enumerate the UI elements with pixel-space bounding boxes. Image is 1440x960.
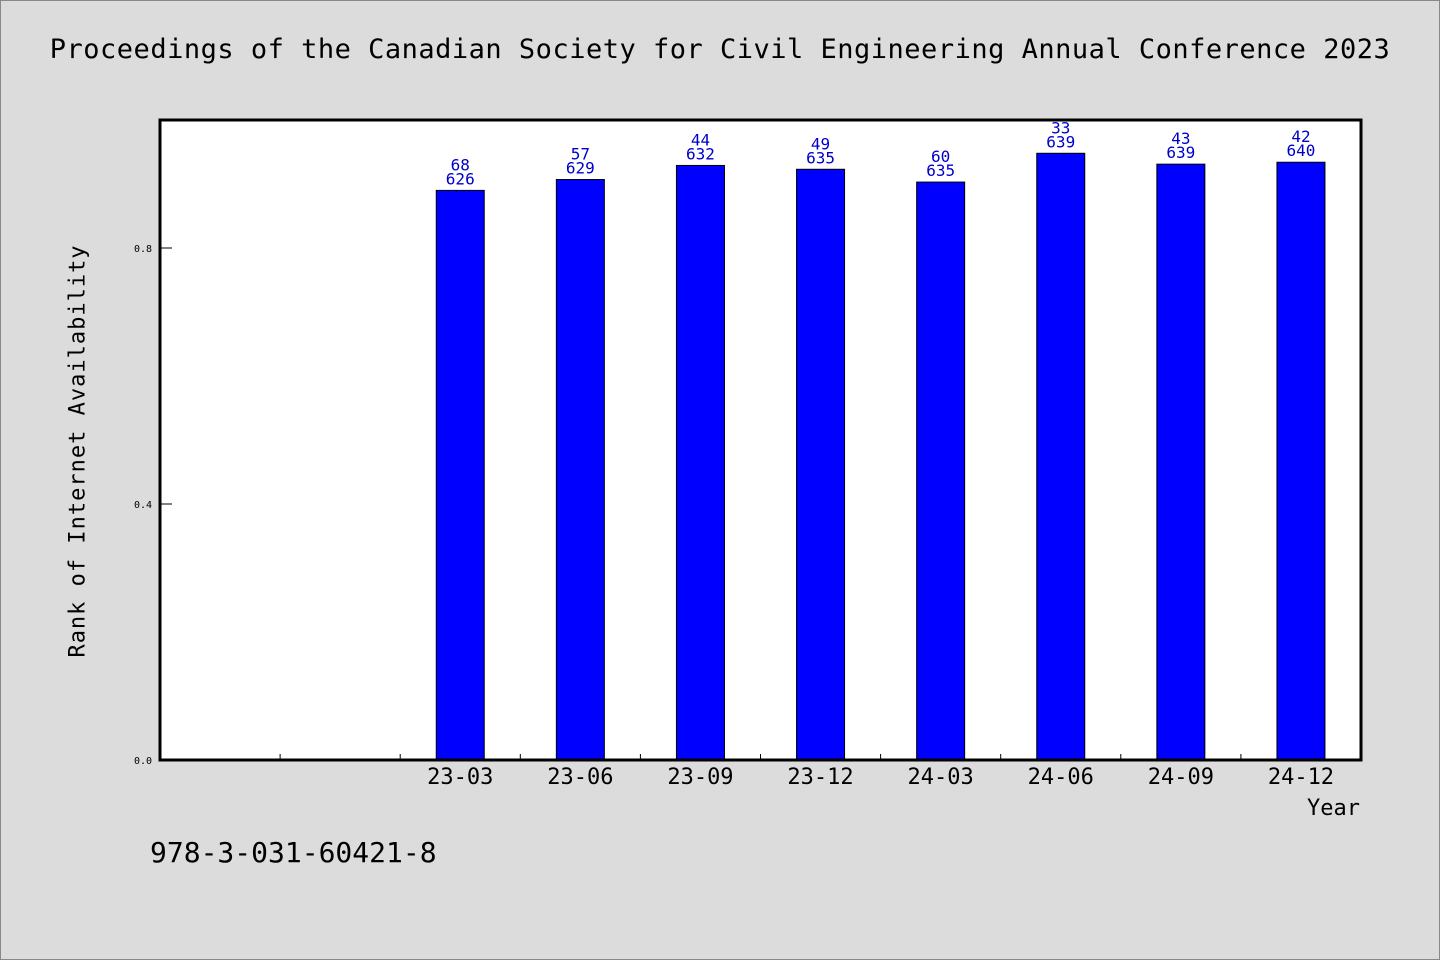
bar-label-bottom: 632 [686, 144, 715, 163]
bar-24-03 [916, 181, 966, 761]
bar-label-top: 60 [931, 147, 950, 166]
bars-group [435, 152, 1326, 761]
bar-label-bottom: 640 [1286, 141, 1315, 160]
x-tick-label: 24-12 [1268, 765, 1334, 790]
y-axis-label: Rank of Internet Availability [65, 244, 91, 658]
x-tick-label: 23-09 [667, 765, 733, 790]
x-tick-label: 23-12 [787, 765, 853, 790]
bar-label-top: 49 [811, 134, 830, 153]
bar-label-top: 68 [451, 155, 470, 174]
x-tick-label: 24-06 [1028, 765, 1094, 790]
bar-23-09 [675, 164, 725, 761]
bar-24-09 [1156, 163, 1206, 761]
bar-24-12 [1276, 161, 1326, 761]
y-tick-label: 0.0 [134, 756, 152, 767]
bar-label-bottom: 635 [926, 161, 955, 180]
x-tick-label: 23-06 [547, 765, 613, 790]
chart-title: Proceedings of the Canadian Society for … [49, 34, 1391, 65]
x-tick-label: 24-03 [908, 765, 974, 790]
bar-label-top: 42 [1291, 127, 1310, 146]
bar-label-top: 57 [571, 145, 590, 164]
bar-label-bottom: 629 [566, 159, 595, 178]
bar-label-bottom: 639 [1166, 143, 1195, 162]
bar-label-bottom: 635 [806, 148, 835, 167]
bar-24-06 [1036, 152, 1086, 761]
bar-label-bottom: 626 [446, 169, 475, 188]
bar-23-03 [435, 189, 485, 761]
plot-frame [158, 118, 1363, 762]
x-tick-label: 23-03 [427, 765, 493, 790]
bar-label-bottom: 639 [1046, 132, 1075, 151]
bar-label-top: 43 [1171, 129, 1190, 148]
x-axis: 23-03 23-06 23-09 23-12 24-03 24-06 24-09 24-12 [279, 754, 1334, 790]
isbn-text: 978-3-031-60421-8 [150, 836, 437, 869]
bar-23-12 [796, 168, 846, 761]
bar-23-06 [555, 179, 605, 761]
x-tick-label: 24-09 [1148, 765, 1214, 790]
y-tick-label: 0.8 [134, 244, 152, 255]
bar-label-top: 33 [1051, 118, 1070, 137]
y-tick-label: 0.4 [134, 500, 152, 511]
x-axis-label: Year [1307, 796, 1360, 821]
bar-label-top: 44 [691, 130, 710, 149]
plot-border [158, 118, 1363, 762]
